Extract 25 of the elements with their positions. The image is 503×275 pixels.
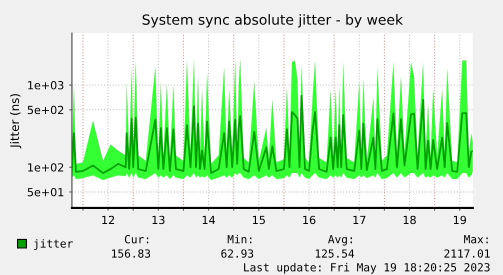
x-tick-label: 19 (454, 216, 466, 224)
x-tick-label: 18 (404, 216, 416, 224)
line-series (72, 94, 473, 174)
y-tick-label: 5e+02 (28, 106, 64, 114)
y-axis-title: Jitter (ns) (10, 94, 22, 148)
text: 125.54 (316, 249, 354, 258)
x-tick-label: 13 (152, 216, 165, 224)
x-tick-label: 16 (303, 216, 316, 224)
x-tick-label: 17 (353, 216, 366, 224)
text: 156.83 (112, 249, 150, 258)
text: Cur: (124, 235, 148, 244)
chart-title: System sync absolute jitter - by week (142, 14, 403, 28)
text: Last update: Fri May 19 18:20:25 2023 (244, 262, 490, 274)
y-tick-label: 1e+03 (28, 81, 64, 90)
y-tick-label: 5e+01 (28, 188, 64, 196)
text: 2117.01 (444, 249, 490, 258)
text: 62.93 (221, 249, 254, 258)
x-tick-label: 12 (102, 216, 114, 224)
text: Min: (228, 234, 252, 244)
x-tick-label: 15 (252, 216, 265, 224)
text: Avg: (328, 235, 352, 246)
x-tick-label: 14 (202, 216, 216, 224)
legend-label: jitter (34, 239, 73, 250)
y-tick-label: 1e+02 (28, 163, 64, 172)
text: Max: (464, 235, 488, 244)
